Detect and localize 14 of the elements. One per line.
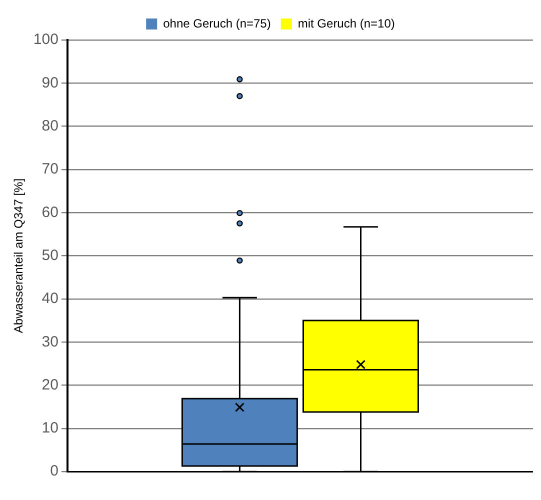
y-tick-label: 30: [42, 333, 58, 350]
y-axis-title: Abwasseranteil am Q347 [%]: [12, 178, 26, 334]
y-tick-label: 90: [42, 74, 58, 92]
legend-label: ohne Geruch (n=75): [163, 16, 271, 30]
y-tick-label: 50: [42, 246, 58, 264]
legend-label: mit Geruch (n=10): [298, 16, 395, 30]
y-tick-label: 100: [33, 31, 58, 48]
y-tick-label: 40: [42, 290, 58, 308]
y-tick-label: 10: [42, 420, 58, 437]
y-tick-label: 70: [42, 160, 58, 178]
y-tick-label: 20: [42, 376, 58, 394]
y-tick-label: 80: [42, 117, 58, 134]
y-tick-label: 60: [42, 204, 58, 221]
y-tick-label: 0: [50, 462, 58, 480]
